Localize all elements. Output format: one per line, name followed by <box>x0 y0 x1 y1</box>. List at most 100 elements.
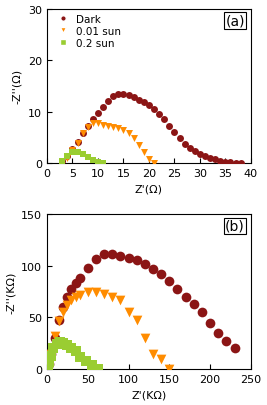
Point <box>208 156 212 162</box>
Point <box>223 159 227 166</box>
Point <box>135 257 139 263</box>
Point <box>90 362 94 368</box>
Point <box>94 289 98 295</box>
Text: (b): (b) <box>225 220 245 233</box>
Point <box>86 124 90 130</box>
Point <box>57 316 61 323</box>
Point <box>132 136 136 143</box>
Point <box>118 297 123 303</box>
Point <box>96 120 100 127</box>
Point <box>69 297 74 303</box>
Point <box>159 271 163 278</box>
Point <box>143 261 147 267</box>
Point <box>101 104 105 111</box>
Point <box>94 256 98 262</box>
X-axis label: Z'(KΩ): Z'(KΩ) <box>131 390 167 399</box>
Point <box>121 127 125 134</box>
Point <box>102 251 106 257</box>
Point <box>86 265 90 271</box>
Point <box>233 160 238 166</box>
Point <box>96 110 100 117</box>
Point <box>91 158 95 164</box>
Point <box>65 153 69 160</box>
Point <box>51 345 56 352</box>
Point <box>132 95 136 101</box>
Point <box>70 148 74 154</box>
Point <box>75 140 80 147</box>
Point <box>61 309 65 316</box>
Point <box>233 345 237 352</box>
Point <box>81 151 85 158</box>
Point <box>75 149 80 156</box>
Point <box>77 292 82 298</box>
Point <box>81 131 85 137</box>
Point <box>91 120 95 127</box>
Point <box>147 156 151 163</box>
Point <box>216 330 220 336</box>
Point <box>167 124 171 130</box>
Point <box>61 304 65 311</box>
Point <box>70 149 74 156</box>
Point <box>47 359 52 365</box>
Point <box>162 117 166 124</box>
Point <box>167 278 171 285</box>
Point <box>102 291 106 297</box>
Legend: Dark, 0.01 sun, 0.2 sun: Dark, 0.01 sun, 0.2 sun <box>50 13 123 51</box>
Point <box>86 125 90 131</box>
Point <box>58 339 62 345</box>
Point <box>116 126 120 132</box>
Point <box>73 281 78 287</box>
Point <box>57 318 61 324</box>
Point <box>116 91 120 98</box>
Point <box>126 131 131 137</box>
Point <box>137 97 141 104</box>
Point <box>95 366 100 372</box>
Y-axis label: -Z''(KΩ): -Z''(KΩ) <box>6 271 15 313</box>
Point <box>73 348 78 355</box>
Point <box>110 294 114 301</box>
Point <box>81 131 85 137</box>
Point <box>193 149 197 155</box>
Point <box>126 93 131 99</box>
Point <box>49 350 53 357</box>
Point <box>84 358 88 364</box>
Point <box>60 158 64 164</box>
Point <box>77 354 82 360</box>
Point <box>61 340 65 347</box>
Point <box>192 301 196 307</box>
Point <box>208 320 212 326</box>
Point <box>65 153 69 160</box>
Point <box>167 366 171 372</box>
Point <box>157 112 161 118</box>
Point <box>53 333 57 339</box>
Point <box>142 100 146 107</box>
Point <box>126 309 131 316</box>
Point <box>65 302 69 309</box>
Point <box>65 342 69 349</box>
Point <box>118 253 123 259</box>
Point <box>111 125 115 131</box>
Point <box>86 289 90 295</box>
Point <box>86 154 90 161</box>
Point <box>49 350 53 357</box>
Point <box>101 122 105 128</box>
Point <box>46 361 51 367</box>
Point <box>49 352 53 359</box>
Point <box>224 338 229 345</box>
Point <box>159 356 163 362</box>
Point <box>143 335 147 341</box>
Point <box>65 294 69 301</box>
Point <box>106 124 110 130</box>
Point <box>91 117 95 124</box>
Point <box>203 153 207 160</box>
Point <box>55 341 59 347</box>
Point <box>106 99 110 105</box>
Point <box>182 141 187 147</box>
Point <box>53 335 57 341</box>
Point <box>152 107 156 113</box>
Point <box>77 275 82 282</box>
Point <box>142 149 146 156</box>
Point <box>200 309 204 316</box>
Y-axis label: -Z''(Ω): -Z''(Ω) <box>13 69 22 104</box>
Point <box>121 91 125 98</box>
